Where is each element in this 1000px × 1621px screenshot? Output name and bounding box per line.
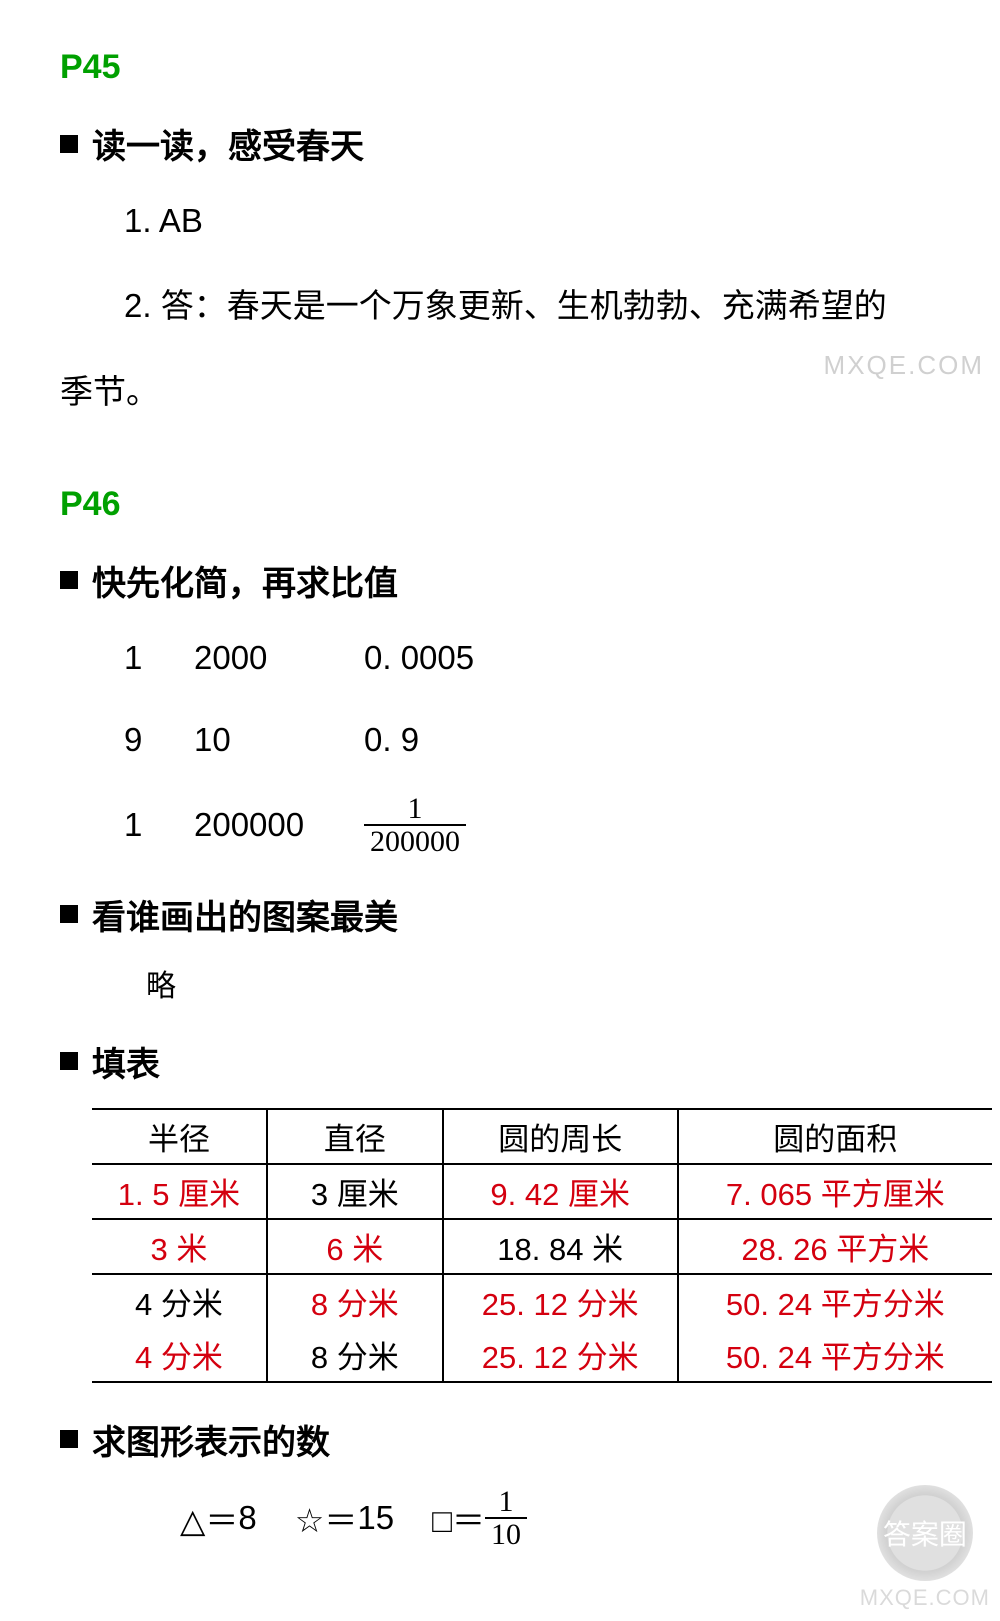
square-bullet-icon: [60, 571, 78, 589]
section-title: 快先化简，再求比值: [92, 556, 398, 605]
table-header-row: 半径 直径 圆的周长 圆的面积: [92, 1109, 992, 1164]
ratio-c-fraction: 1 200000: [364, 792, 466, 858]
section-heading-draw: 看谁画出的图案最美: [60, 890, 940, 939]
answer-omit: 略: [146, 961, 940, 1005]
table-row: 3 米6 米18. 84 米28. 26 平方米: [92, 1219, 992, 1274]
section-heading-simplify: 快先化简，再求比值: [60, 556, 940, 605]
triangle-value: 8: [238, 1499, 256, 1537]
shape-equations: △＝ 8 ☆＝ 15 □＝ 1 10: [180, 1486, 940, 1551]
table-cell: 4 分米: [92, 1328, 267, 1382]
fraction-denominator: 10: [485, 1517, 527, 1551]
table-header: 圆的面积: [678, 1109, 992, 1164]
table-cell: 1. 5 厘米: [92, 1164, 267, 1219]
ratio-c: 0. 0005: [364, 627, 474, 690]
star-value: 15: [357, 1499, 394, 1537]
table-cell: 25. 12 分米: [443, 1274, 678, 1328]
ratio-row: 1 2000 0. 0005: [124, 627, 940, 690]
section-title: 看谁画出的图案最美: [92, 890, 398, 939]
table-cell: 18. 84 米: [443, 1219, 678, 1274]
ratio-row: 9 10 0. 9: [124, 709, 940, 772]
table-cell: 8 分米: [267, 1274, 443, 1328]
star-icon: ☆＝: [295, 1494, 358, 1542]
answer-q1: 1. AB: [124, 190, 940, 253]
ratio-a: 9: [124, 709, 194, 772]
answer-q2-line2: 季节。: [60, 359, 940, 425]
page-label-p46: P46: [60, 485, 940, 524]
section-title: 读一读，感受春天: [92, 119, 364, 168]
badge-url: MXQE.COM: [860, 1585, 990, 1611]
fraction-denominator: 200000: [364, 824, 466, 858]
table-row: 1. 5 厘米3 厘米9. 42 厘米7. 065 平方厘米: [92, 1164, 992, 1219]
square-icon: □＝: [432, 1494, 485, 1542]
table-cell: 4 分米: [92, 1274, 267, 1328]
ratio-a: 1: [124, 627, 194, 690]
square-bullet-icon: [60, 1430, 78, 1448]
ratio-a: 1: [124, 794, 194, 857]
section-title: 填表: [92, 1037, 160, 1086]
table-cell: 3 米: [92, 1219, 267, 1274]
circle-table: 半径 直径 圆的周长 圆的面积 1. 5 厘米3 厘米9. 42 厘米7. 06…: [92, 1108, 992, 1383]
page-label-p45: P45: [60, 48, 940, 87]
triangle-icon: △＝: [180, 1494, 238, 1542]
fraction-numerator: 1: [493, 1486, 520, 1518]
square-equation: □＝ 1 10: [432, 1486, 527, 1551]
ratio-b: 2000: [194, 627, 364, 690]
section-heading-fill-table: 填表: [60, 1037, 940, 1086]
square-bullet-icon: [60, 905, 78, 923]
table-cell: 50. 24 平方分米: [678, 1274, 992, 1328]
section-title: 求图形表示的数: [92, 1415, 330, 1464]
table-cell: 8 分米: [267, 1328, 443, 1382]
table-cell: 50. 24 平方分米: [678, 1328, 992, 1382]
table-cell: 9. 42 厘米: [443, 1164, 678, 1219]
ratio-b: 10: [194, 709, 364, 772]
table-header: 圆的周长: [443, 1109, 678, 1164]
watermark-badge: 答案圈 MXQE.COM: [860, 1485, 990, 1611]
square-bullet-icon: [60, 135, 78, 153]
table-cell: 6 米: [267, 1219, 443, 1274]
table-row: 4 分米8 分米25. 12 分米50. 24 平方分米: [92, 1274, 992, 1328]
table-header: 半径: [92, 1109, 267, 1164]
ratio-b: 200000: [194, 794, 364, 857]
square-bullet-icon: [60, 1052, 78, 1070]
table-cell: 7. 065 平方厘米: [678, 1164, 992, 1219]
ratio-row: 1 200000 1 200000: [124, 792, 940, 858]
section-heading-shapes: 求图形表示的数: [60, 1415, 940, 1464]
table-cell: 3 厘米: [267, 1164, 443, 1219]
table-cell: 28. 26 平方米: [678, 1219, 992, 1274]
table-row: 4 分米8 分米25. 12 分米50. 24 平方分米: [92, 1328, 992, 1382]
star-equation: ☆＝ 15: [295, 1494, 394, 1542]
badge-circle-icon: 答案圈: [877, 1485, 973, 1581]
watermark-text: MXQE.COM: [824, 350, 984, 381]
triangle-equation: △＝ 8: [180, 1494, 257, 1542]
table-cell: 25. 12 分米: [443, 1328, 678, 1382]
table-header: 直径: [267, 1109, 443, 1164]
section-heading-reading: 读一读，感受春天: [60, 119, 940, 168]
ratio-c: 0. 9: [364, 709, 419, 772]
answer-q2-line1: 2. 答：春天是一个万象更新、生机勃勃、充满希望的: [124, 273, 940, 339]
fraction-numerator: 1: [402, 793, 429, 825]
